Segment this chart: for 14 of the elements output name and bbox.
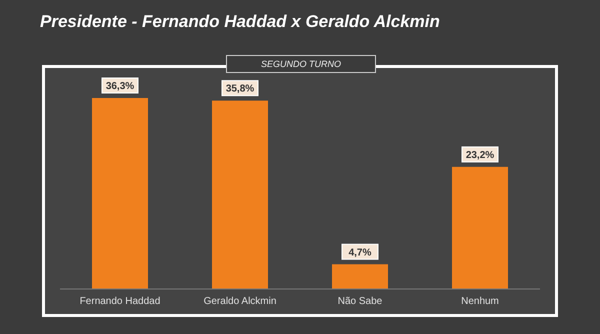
x-tick-label: Geraldo Alckmin: [204, 296, 276, 308]
bar: [212, 100, 268, 289]
x-tick-label: Nenhum: [461, 296, 499, 308]
bar: [332, 264, 388, 289]
bar: [452, 166, 508, 289]
data-label: 35,8%: [226, 84, 254, 95]
x-tick-label: Não Sabe: [338, 296, 383, 308]
chart-title: Presidente - Fernando Haddad x Geraldo Alckmin: [40, 12, 440, 32]
data-label: 36,3%: [106, 81, 134, 92]
data-label: 23,2%: [466, 150, 494, 161]
data-label: 4,7%: [348, 247, 372, 258]
bar: [92, 98, 148, 289]
x-tick-label: Fernando Haddad: [80, 296, 160, 308]
chart-subtitle: SEGUNDO TURNO: [226, 55, 376, 73]
